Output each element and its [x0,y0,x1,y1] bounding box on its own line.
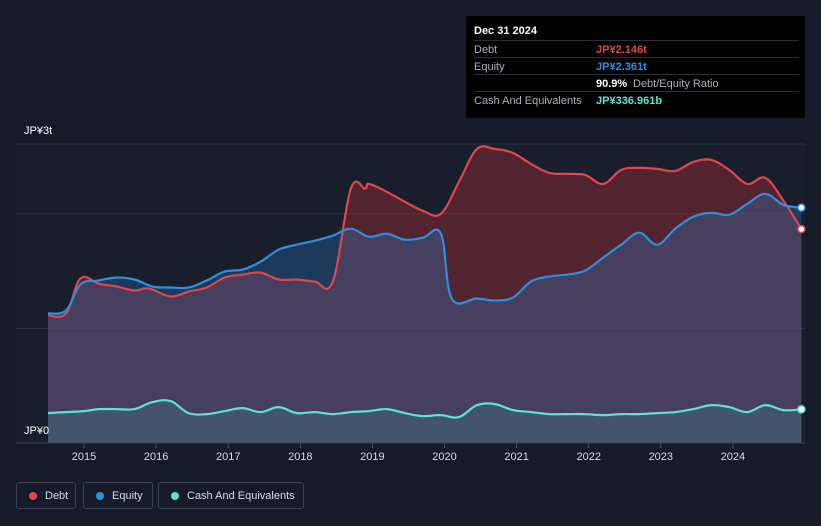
tooltip-debt-value: JP¥2.146t [596,44,647,56]
cash-line [47,399,802,419]
cash-area [48,400,802,443]
x-tick-label: 2022 [576,451,600,463]
legend-debt-label: Debt [45,489,69,502]
chart-endpoints [797,203,806,414]
x-tick-label: 2017 [216,451,240,463]
tooltip-row-debt: Debt JP¥2.146t [474,40,799,58]
equity-line [47,192,802,315]
x-tick-label: 2019 [360,451,384,463]
tooltip-equity-label: Equity [474,61,505,73]
tooltip-equity-value: JP¥2.361t [596,61,647,73]
debt-endpoint-marker [797,224,806,234]
debt-dot-icon [29,491,37,500]
debt-line [47,145,803,318]
x-tick-label: 2020 [432,451,456,463]
x-tick-label: 2023 [649,451,673,463]
chart-areas [48,146,802,443]
tooltip-cash-label: Cash And Equivalents [474,95,582,107]
cash-endpoint-marker [797,405,806,414]
chart-lines [47,145,803,419]
tooltip-row-equity: Equity JP¥2.361t [474,57,799,75]
x-tick-label: 2024 [721,451,745,463]
gridlines [16,143,805,329]
y-axis-label-top: JP¥3t [24,125,53,137]
tooltip-ratio-value: 90.9% [596,78,628,90]
tooltip-cash-value: JP¥336.961b [596,95,663,107]
x-tick-label: 2015 [72,451,96,463]
legend-cash-button[interactable]: Cash And Equivalents [158,482,304,509]
equity-area [48,193,802,443]
x-tick-label: 2016 [144,451,168,463]
x-tick-label: 2018 [288,451,312,463]
x-tick-label: 2021 [504,451,528,463]
plot-background [16,144,805,443]
legend-debt-button[interactable]: Debt [16,482,76,509]
tooltip-debt-label: Debt [474,44,498,56]
cash-dot-icon [171,491,179,500]
legend-equity-button[interactable]: Equity [83,482,153,509]
tooltip-row-cash: Cash And Equivalents JP¥336.961b [474,91,799,109]
tooltip-ratio-label: Debt/Equity Ratio [633,78,719,90]
legend-equity-label: Equity [112,489,143,502]
tooltip-date: Dec 31 2024 [474,25,537,37]
equity-endpoint-marker [797,203,806,212]
equity-dot-icon [96,491,104,500]
tooltip-panel: Dec 31 2024 Debt JP¥2.146t Equity JP¥2.3… [466,16,805,118]
y-axis-label-bottom: JP¥0 [24,425,50,437]
tooltip-row-ratio: 90.9% Debt/Equity Ratio [474,74,799,92]
x-axis-ticks: 2015 2016 2017 2018 2019 2020 2021 2022 2023 2024 [72,443,745,463]
debt-area [48,146,802,443]
legend-cash-label: Cash And Equivalents [187,489,295,502]
